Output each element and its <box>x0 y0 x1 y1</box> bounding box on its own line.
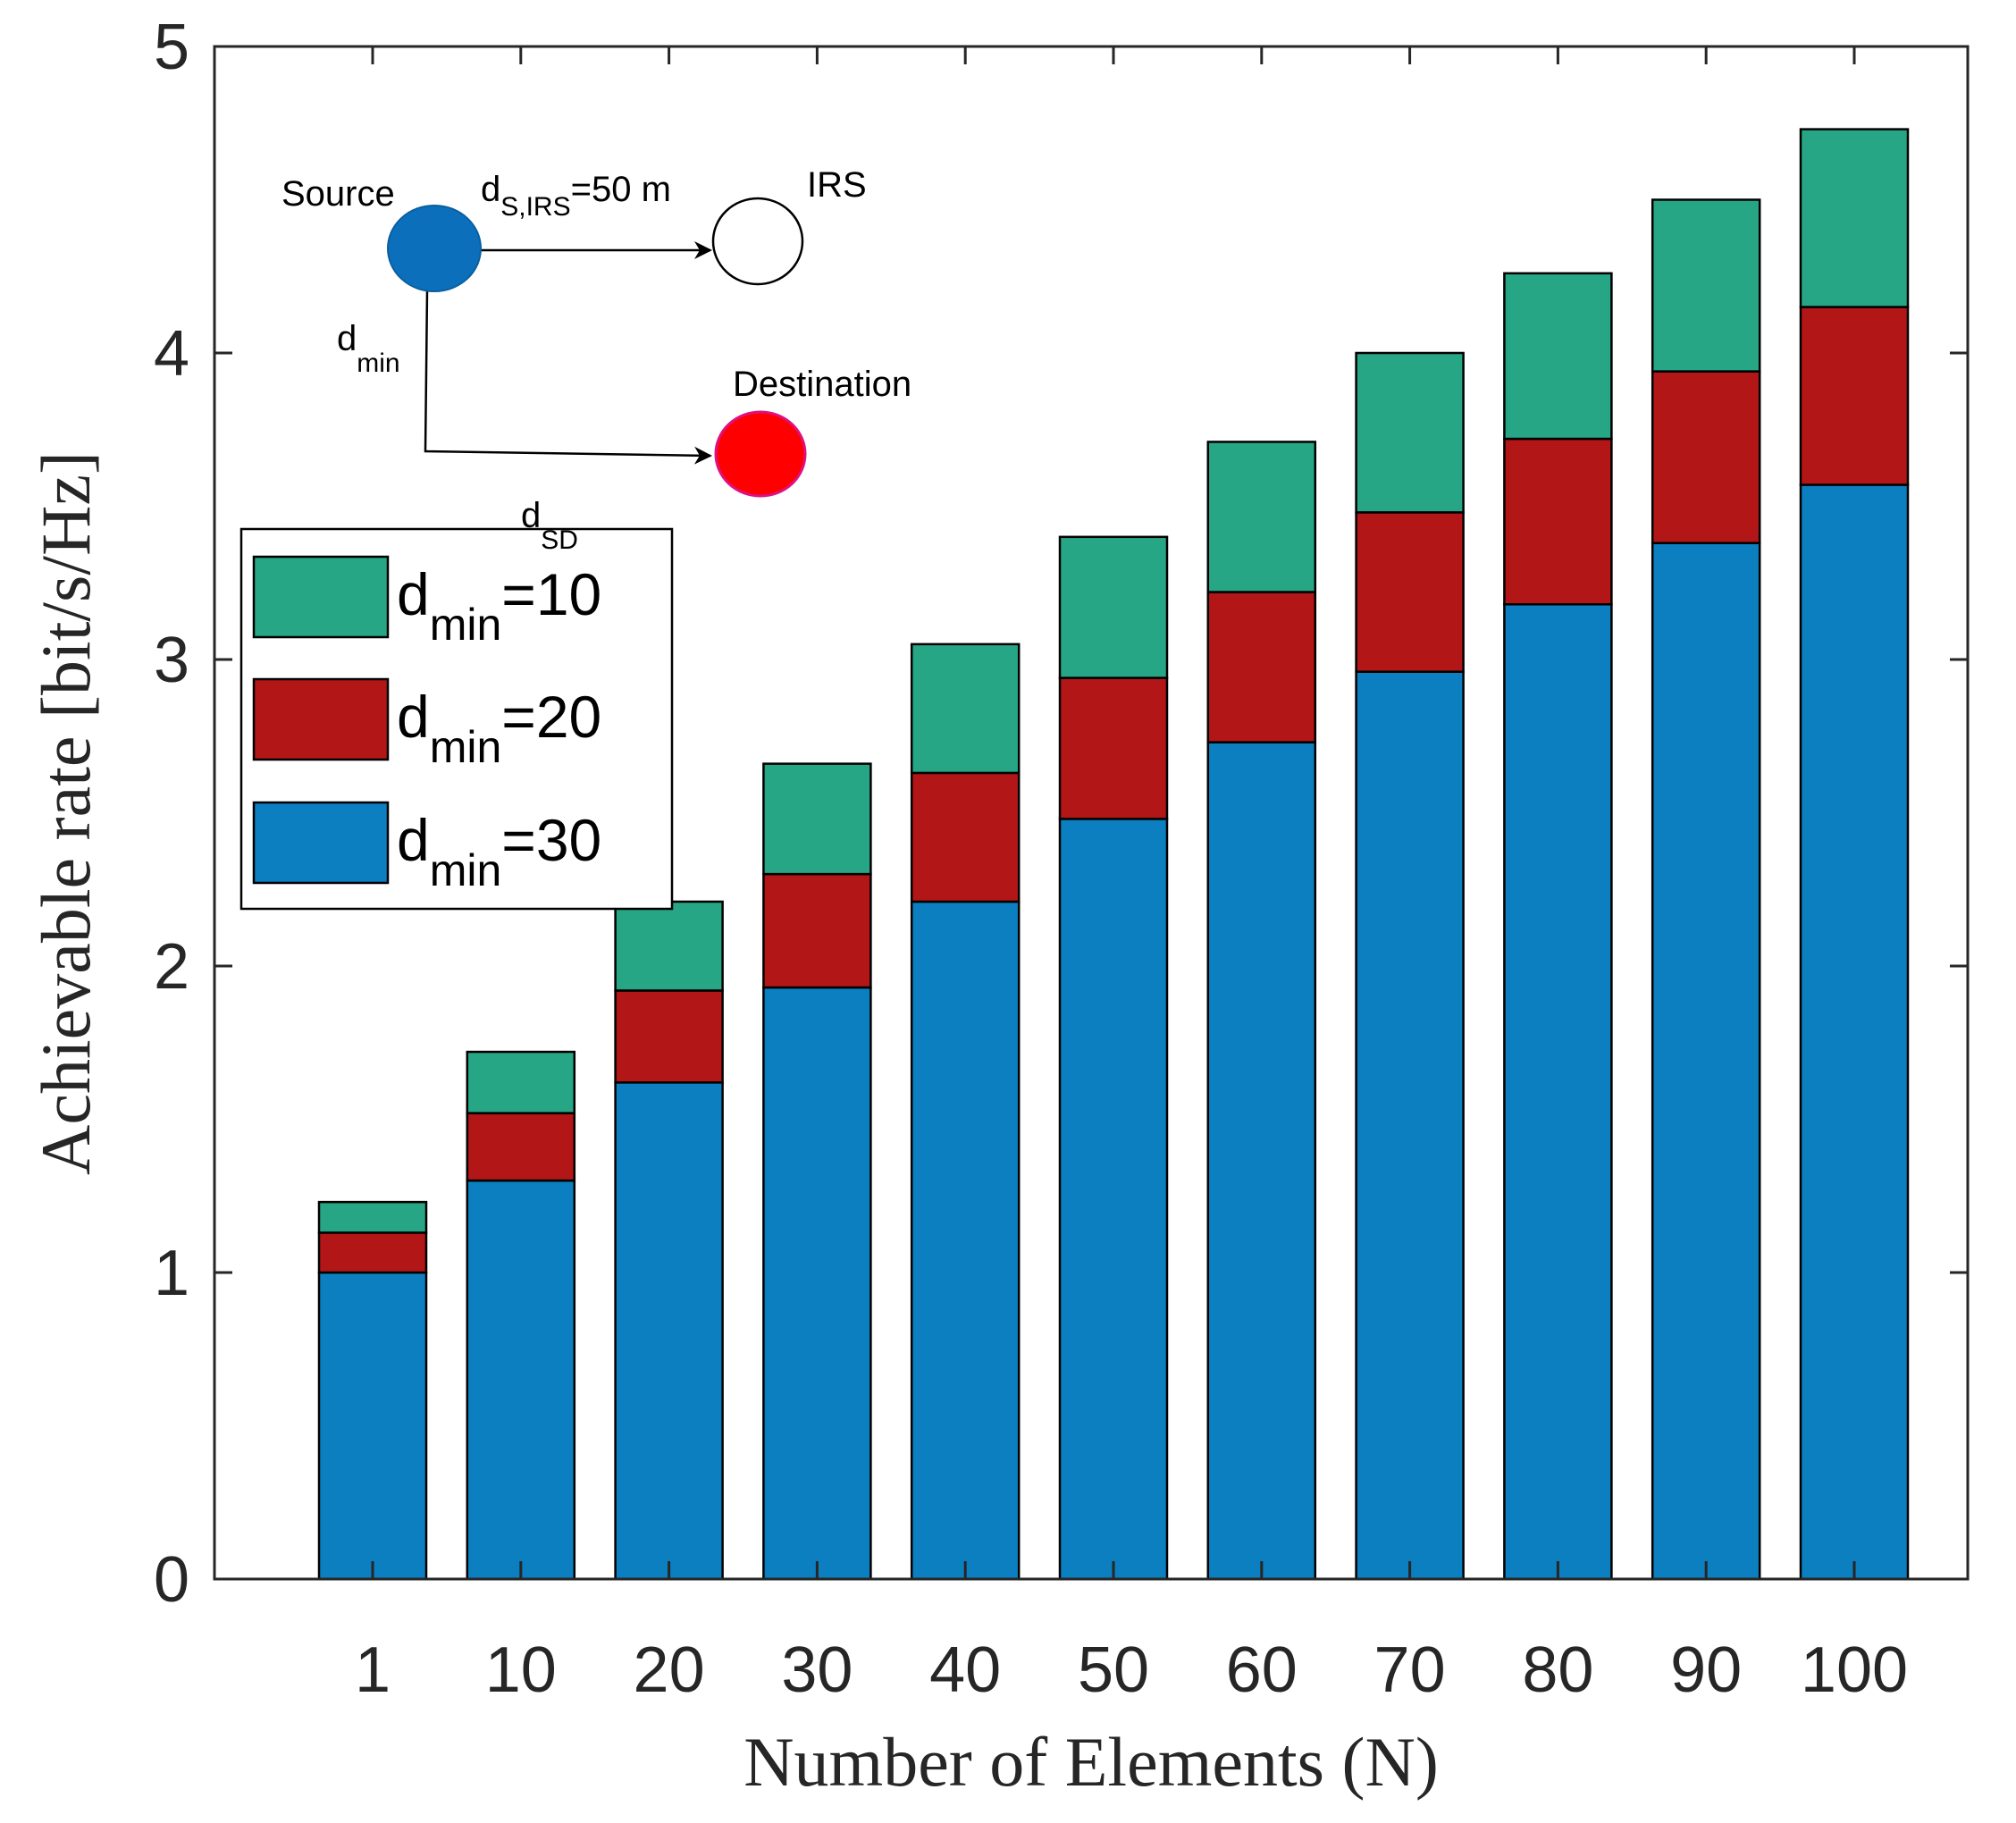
bar-d-min-30-N30 <box>762 986 872 1581</box>
bar-d-min-20-N30 <box>762 872 872 989</box>
bar-d-min-30-N50 <box>1058 818 1169 1581</box>
bar-d-min-30-N40 <box>910 900 1021 1581</box>
bar-d-min-30-N1 <box>317 1271 428 1581</box>
x-tick-label-30: 30 <box>781 1634 853 1706</box>
x-tick-label-70: 70 <box>1374 1634 1446 1706</box>
bar-d-min-30-N60 <box>1206 741 1317 1581</box>
x-tick-label-80: 80 <box>1522 1634 1593 1706</box>
y-tick-label-4: 4 <box>154 318 189 390</box>
legend-label-dmin-10: dmin=10 <box>397 561 601 650</box>
destination-node <box>714 410 807 498</box>
x-tick-label-20: 20 <box>634 1634 705 1706</box>
y-tick-label-5: 5 <box>154 12 189 83</box>
d-s-irs-label: dS,IRS=50 m <box>481 170 671 222</box>
destination-label: Destination <box>733 365 911 404</box>
source-label: Source <box>281 174 395 214</box>
bar-d-min-30-N80 <box>1503 603 1613 1581</box>
legend-swatch-dmin-10 <box>252 555 390 639</box>
bar-d-min-20-N70 <box>1355 511 1465 673</box>
d-sd-label: dSD <box>521 496 578 555</box>
y-tick-label-3: 3 <box>154 625 189 696</box>
x-tick-label-60: 60 <box>1226 1634 1298 1706</box>
bar-d-min-10-N10 <box>466 1050 576 1114</box>
bar-d-min-20-N100 <box>1799 306 1910 486</box>
y-tick-label-0: 0 <box>154 1544 189 1616</box>
link-source-destination <box>424 290 712 465</box>
legend-label-dmin-30: dmin=30 <box>397 807 601 895</box>
irs-node <box>711 197 804 286</box>
inset-diagram: Source IRS Destination dS,IRS=50 m dmin … <box>281 165 911 555</box>
bar-d-min-10-N50 <box>1058 535 1169 679</box>
bar-d-min-20-N10 <box>466 1112 576 1182</box>
bars-layer <box>317 128 1910 1581</box>
bar-d-min-20-N60 <box>1206 591 1317 743</box>
bar-d-min-10-N20 <box>614 900 724 992</box>
bar-d-min-10-N80 <box>1503 272 1613 441</box>
bar-d-min-20-N50 <box>1058 676 1169 820</box>
x-axis: 1 10 20 30 40 50 60 70 80 90 100 <box>355 46 1908 1706</box>
bar-d-min-30-N20 <box>614 1081 724 1581</box>
irs-label: IRS <box>807 165 867 205</box>
bar-d-min-10-N1 <box>317 1200 428 1234</box>
x-axis-title: Number of Elements (N) <box>743 1723 1439 1801</box>
bar-d-min-10-N30 <box>762 762 872 876</box>
bar-d-min-30-N90 <box>1651 542 1761 1581</box>
x-tick-label-100: 100 <box>1801 1634 1908 1706</box>
bar-d-min-10-N60 <box>1206 441 1317 593</box>
y-tick-label-2: 2 <box>154 931 189 1003</box>
bar-d-min-20-N20 <box>614 989 724 1084</box>
y-axis-title: Achievable rate [bit/s/Hz] <box>27 451 105 1175</box>
d-min-label: dmin <box>337 319 400 378</box>
legend-swatch-dmin-30 <box>252 801 390 885</box>
bar-d-min-20-N90 <box>1651 370 1761 544</box>
bar-d-min-30-N100 <box>1799 483 1910 1581</box>
axes-box <box>213 45 1970 1581</box>
bar-d-min-10-N40 <box>910 643 1021 775</box>
bar-d-min-20-N40 <box>910 771 1021 903</box>
source-node <box>387 205 482 292</box>
x-tick-label-1: 1 <box>355 1634 391 1706</box>
x-tick-label-40: 40 <box>929 1634 1001 1706</box>
bar-d-min-30-N10 <box>466 1179 576 1581</box>
legend-label-dmin-20: dmin=20 <box>397 684 601 772</box>
legend: dmin=10 dmin=20 dmin=30 <box>239 527 674 911</box>
bar-d-min-30-N70 <box>1355 670 1465 1581</box>
x-tick-label-50: 50 <box>1078 1634 1149 1706</box>
y-tick-label-1: 1 <box>154 1238 189 1309</box>
legend-swatch-dmin-20 <box>252 677 390 761</box>
x-tick-label-90: 90 <box>1670 1634 1742 1706</box>
bar-d-min-10-N100 <box>1799 128 1910 308</box>
bar-d-min-10-N70 <box>1355 351 1465 514</box>
x-tick-label-10: 10 <box>485 1634 557 1706</box>
y-axis: 0 1 2 3 4 5 <box>154 12 1968 1616</box>
bar-d-min-20-N80 <box>1503 437 1613 606</box>
bar-d-min-20-N1 <box>317 1231 428 1274</box>
bar-d-min-10-N90 <box>1651 198 1761 373</box>
